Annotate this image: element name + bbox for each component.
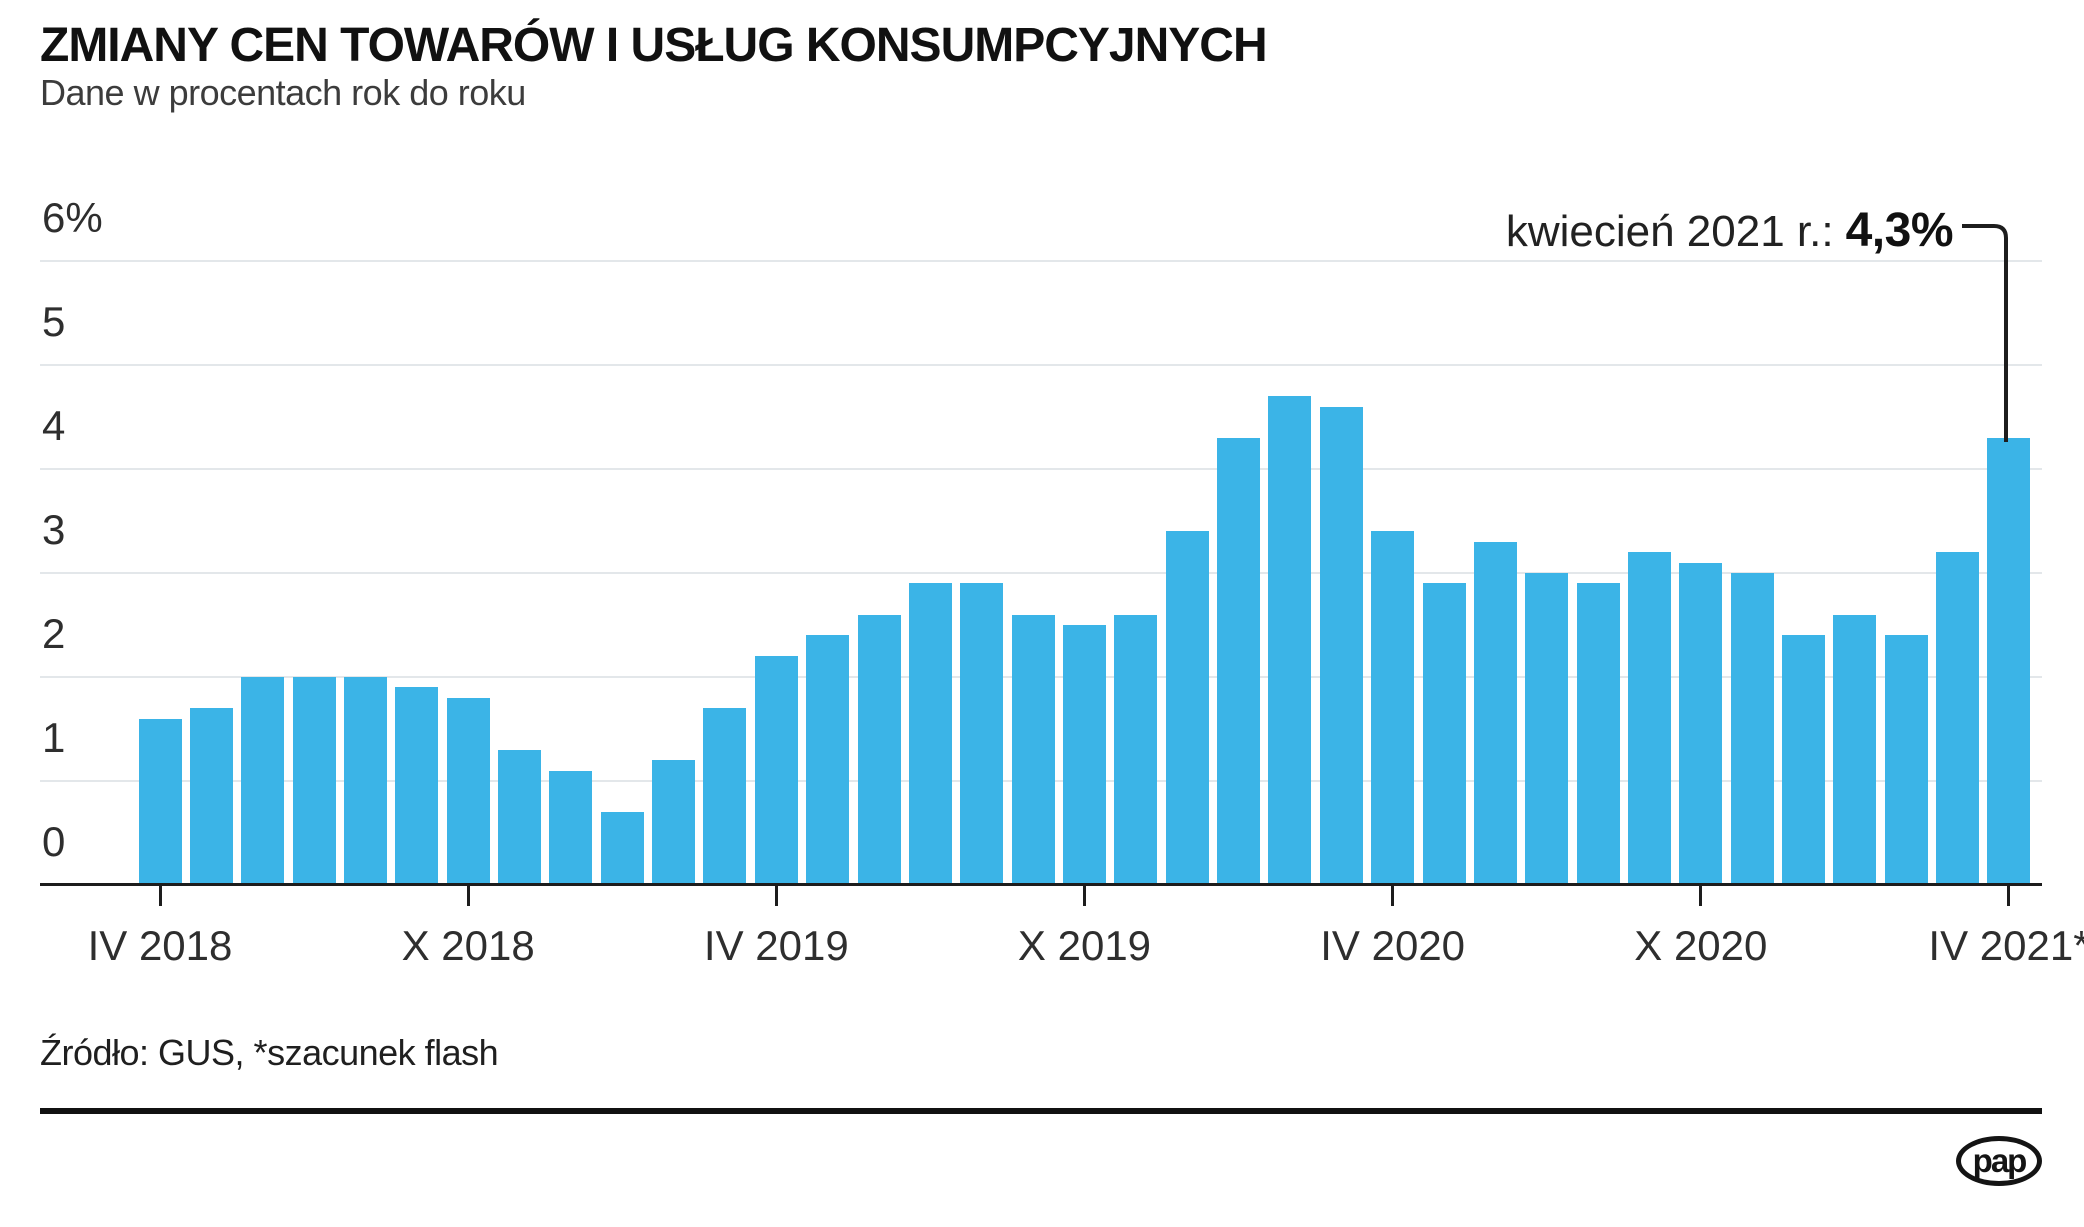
x-tick [1391,885,1395,906]
bar [1833,614,1877,885]
y-tick-label: 5 [42,298,66,345]
bar [1371,531,1415,885]
bar [1936,552,1980,885]
bar [600,812,644,885]
y-tick-label: 1 [42,714,66,761]
x-axis-line [40,883,2042,886]
page-title: ZMIANY CEN TOWARÓW I USŁUG KONSUMPCYJNYC… [40,19,1268,72]
bar [1062,625,1106,885]
bar [1679,562,1723,885]
bar [1525,573,1569,885]
bar [189,708,233,885]
bar [343,677,387,885]
x-tick [1082,885,1086,906]
bar [1782,635,1826,885]
bar [1627,552,1671,885]
y-tick-label: 4 [42,402,66,449]
bar [908,583,952,885]
bar [960,583,1004,885]
bar [1268,396,1312,885]
bar [241,677,285,885]
x-tick-label: X 2019 [1017,922,1152,969]
x-tick-label: IV 2020 [1320,922,1466,969]
gridline [40,572,2042,574]
bar [1217,437,1261,885]
bar [1114,614,1158,885]
x-tick [2007,885,2011,906]
page-subtitle: Dane w procentach rok do roku [40,72,526,113]
bar [857,614,901,885]
y-tick-label: 0 [42,818,66,865]
bar [1884,635,1928,885]
bar [652,760,696,885]
y-tick-label: 6% [42,194,103,241]
pap-logo: pap [1956,1136,2042,1186]
pap-logo-text: pap [1972,1141,2028,1179]
x-tick-label: IV 2018 [87,922,233,969]
annotation: kwiecień 2021 r.: 4,3% [1505,203,1954,258]
bar [446,697,490,885]
x-tick [774,885,778,906]
x-tick [466,885,470,906]
bar [1576,583,1620,885]
annotation-value: 4,3% [1845,204,1954,257]
callout-line [1962,224,2008,442]
bar [1011,614,1055,885]
bar [1473,541,1517,885]
gridline [40,364,2042,366]
bar [754,656,798,885]
bar [1987,437,2031,885]
bar [1730,573,1774,885]
bar [395,687,439,885]
bar [549,770,593,885]
footer-divider [40,1108,2042,1114]
y-tick-label: 2 [42,610,66,657]
x-tick [158,885,162,906]
x-tick-label: X 2020 [1634,922,1768,969]
bar [1422,583,1466,885]
bar [703,708,747,885]
gridline [40,260,2042,262]
bar [1319,406,1363,885]
x-tick [1699,885,1703,906]
x-tick-label: IV 2021* [1928,922,2084,969]
y-tick-label: 3 [42,506,66,553]
bar [498,749,542,885]
bar [138,718,182,885]
bar [292,677,336,885]
gridline [40,468,2042,470]
x-tick-label: X 2018 [401,922,535,969]
plot-area: 6% 5 4 3 2 1 0 IV 2018 X 2018 IV 2019 X 2019 IV 202… [40,197,2084,967]
source-text: Źródło: GUS, *szacunek flash [40,1032,499,1073]
bar [1165,531,1209,885]
annotation-label: kwiecień 2021 r.: [1505,207,1834,256]
x-tick-label: IV 2019 [703,922,849,969]
bar [806,635,850,885]
